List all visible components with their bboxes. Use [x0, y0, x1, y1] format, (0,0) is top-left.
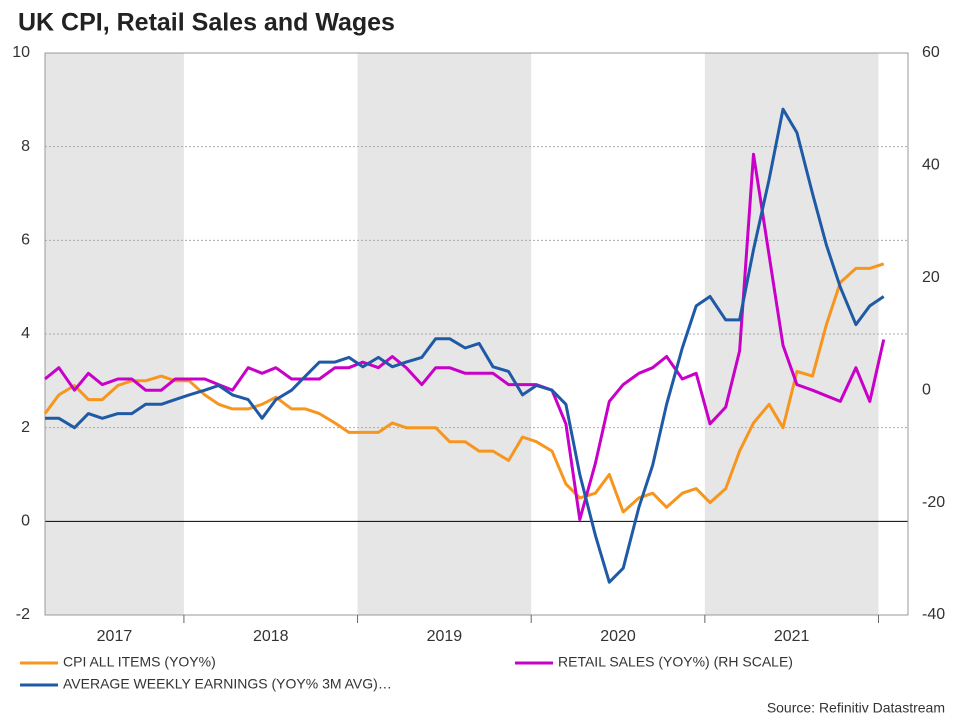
x-tick-label: 2018	[253, 628, 289, 645]
y-tick-label: 8	[21, 138, 30, 155]
y2-tick-label: 40	[922, 157, 940, 174]
series-line	[45, 107, 885, 584]
y2-tick-label: -20	[922, 494, 945, 511]
y-tick-label: 2	[21, 419, 30, 436]
plot-frame	[44, 52, 909, 616]
y-tick-label: 10	[12, 44, 30, 61]
y2-tick-label: 0	[922, 381, 931, 398]
series-line	[44, 152, 886, 521]
y2-tick-label: 60	[922, 44, 940, 61]
series-line	[43, 262, 885, 514]
y2-tick-label: -40	[922, 606, 945, 623]
legend-label: RETAIL SALES (YOY%) (RH SCALE)	[558, 654, 793, 670]
legend-label: AVERAGE WEEKLY EARNINGS (YOY% 3M AVG)…	[63, 676, 392, 692]
y-tick-label: -2	[16, 606, 30, 623]
source: Source: Refinitiv Datastream	[767, 700, 945, 716]
y-tick-label: 4	[21, 325, 30, 342]
x-tick-label: 2021	[774, 628, 810, 645]
y-tick-label: 6	[21, 232, 30, 249]
x-tick-label: 2019	[427, 628, 463, 645]
x-tick-label: 2020	[600, 628, 636, 645]
x-tick-label: 2017	[97, 628, 133, 645]
y-tick-label: 0	[21, 513, 30, 530]
legend-label: CPI ALL ITEMS (YOY%)	[63, 654, 216, 670]
y2-tick-label: 20	[922, 269, 940, 286]
chart-title: UK CPI, Retail Sales and Wages	[18, 9, 395, 37]
